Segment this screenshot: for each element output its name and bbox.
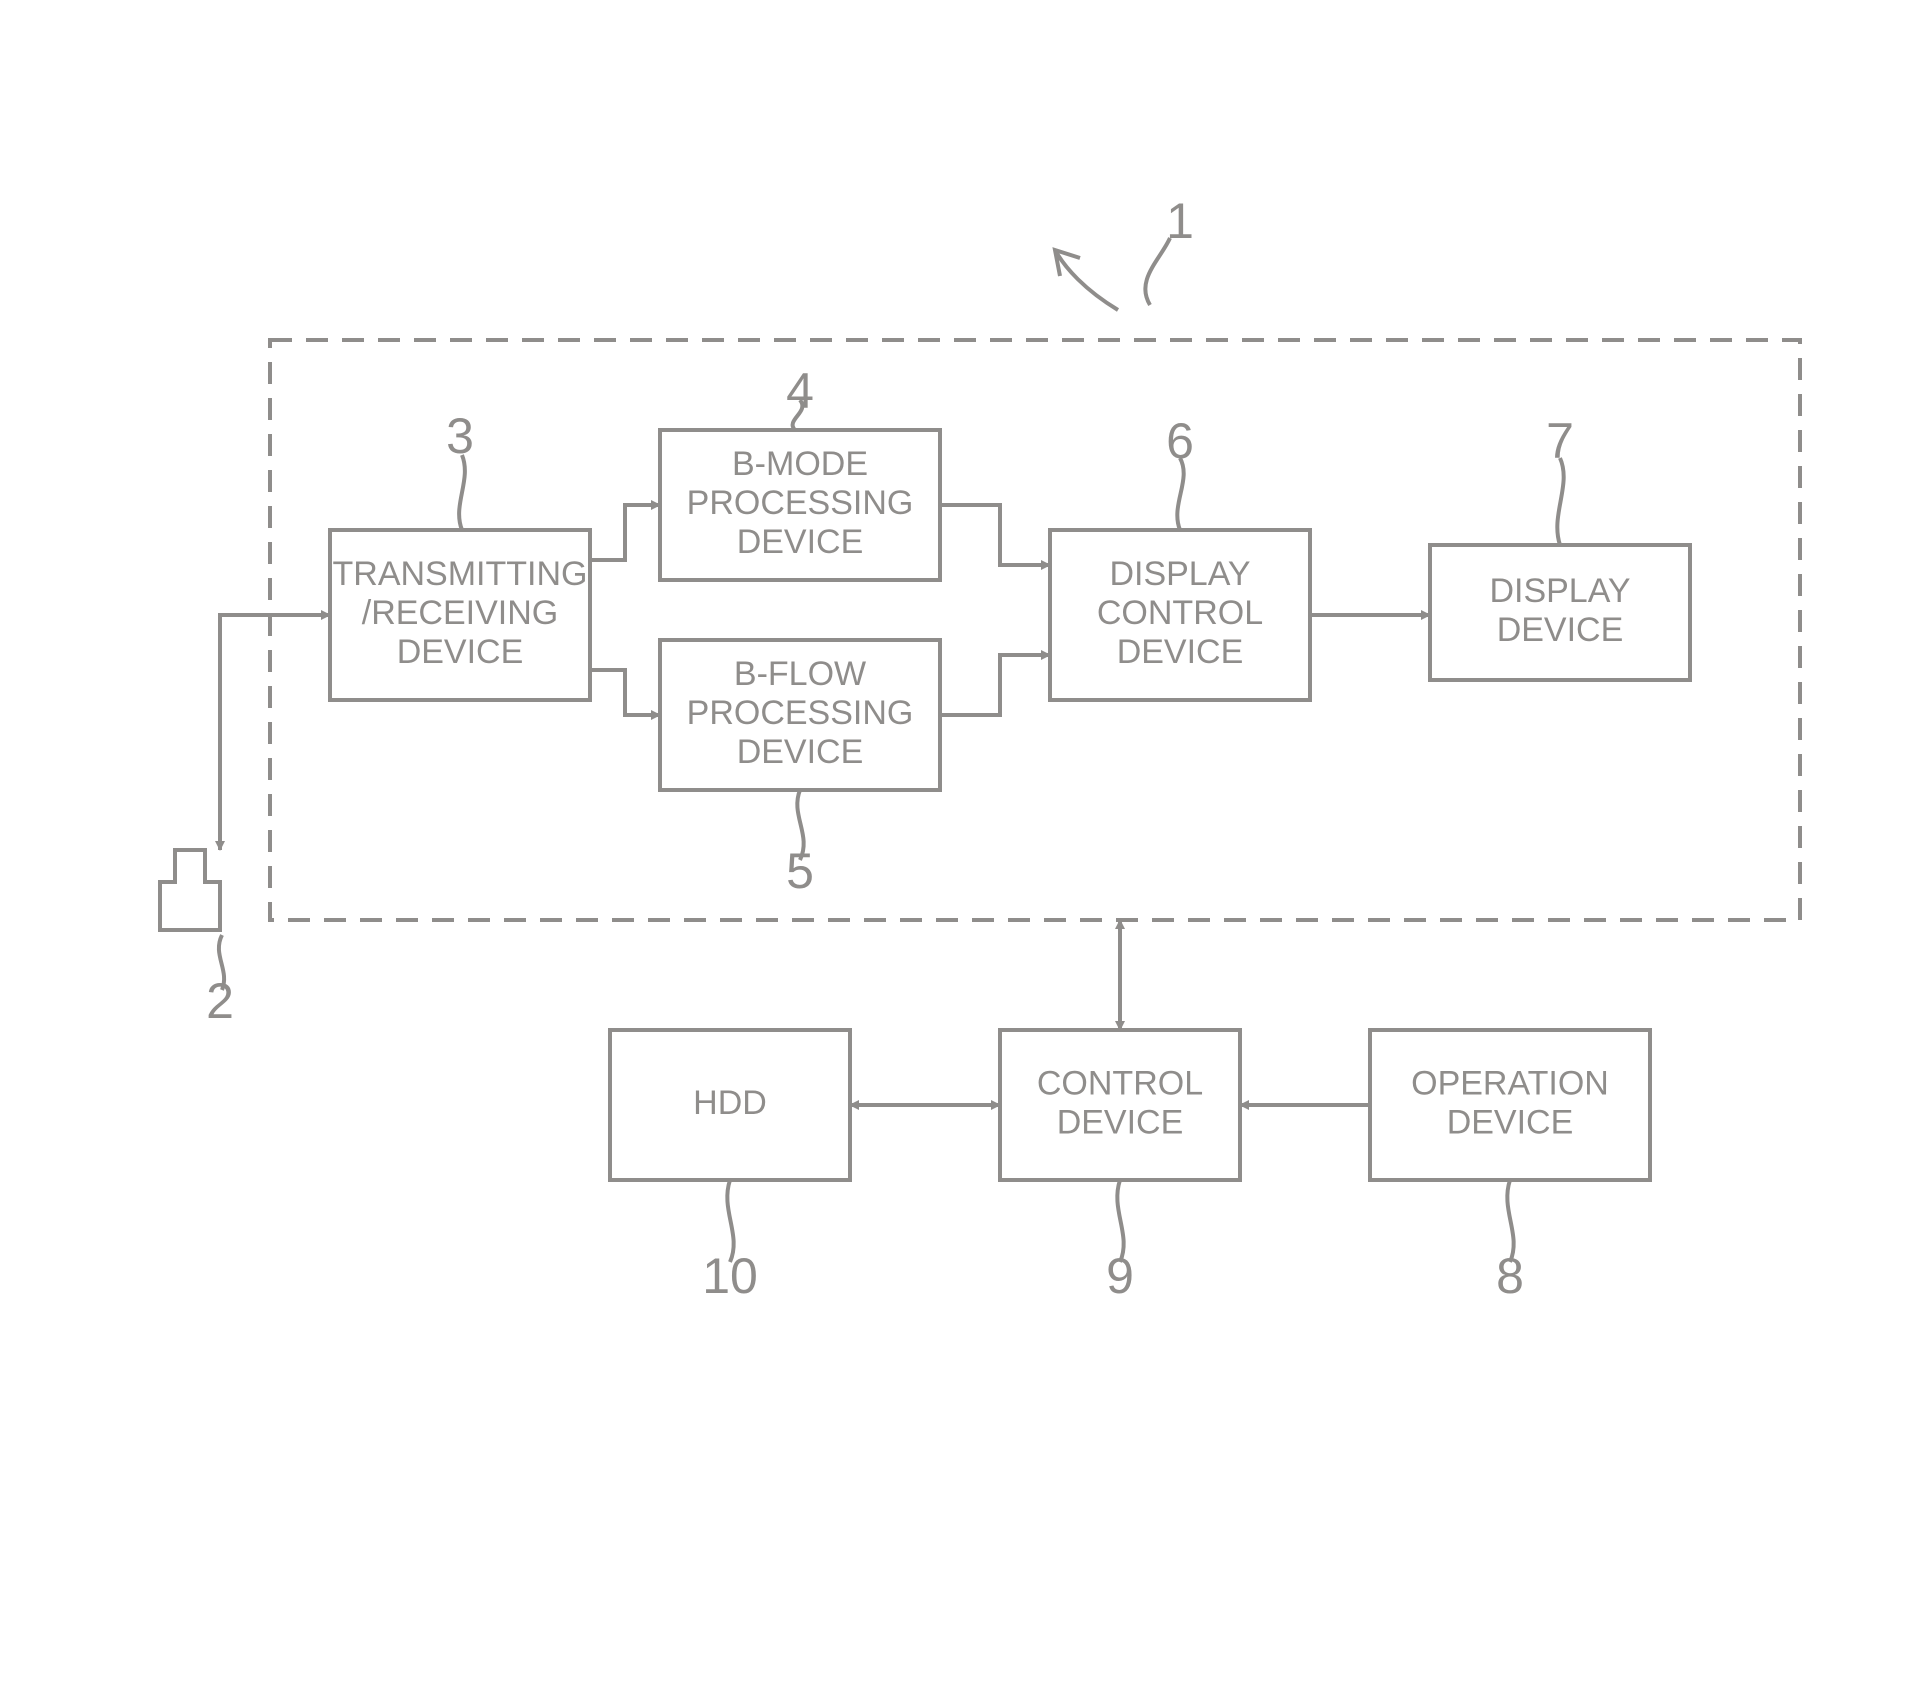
node-n8-label: DEVICE <box>1447 1104 1574 1142</box>
node-n3-label: /RECEIVING <box>362 594 558 632</box>
ref-num-5: 5 <box>786 843 814 899</box>
node-n4-label: PROCESSING <box>687 484 914 522</box>
ref-num-8: 8 <box>1496 1248 1524 1304</box>
leader-3 <box>459 455 465 530</box>
edge-n3-n5 <box>590 670 660 715</box>
node-n9-label: CONTROL <box>1037 1064 1203 1102</box>
node-n8-label: OPERATION <box>1411 1064 1609 1102</box>
node-n4-label: DEVICE <box>737 523 864 561</box>
ref-num-3: 3 <box>446 408 474 464</box>
edge-probe-n3 <box>220 615 330 850</box>
ref-num-10: 10 <box>702 1248 758 1304</box>
ref-num-6: 6 <box>1166 413 1194 469</box>
probe-icon <box>160 850 220 930</box>
node-n7-label: DISPLAY <box>1489 572 1630 610</box>
ref-num-1: 1 <box>1166 193 1194 249</box>
edge-n5-n6 <box>940 655 1050 715</box>
leader-7 <box>1557 458 1563 545</box>
node-n9-label: DEVICE <box>1057 1104 1184 1142</box>
ref-num-2: 2 <box>206 973 234 1029</box>
pointer-1 <box>1055 250 1118 310</box>
edge-n4-n6 <box>940 505 1050 565</box>
node-n3-label: TRANSMITTING <box>333 555 588 593</box>
ref-num-4: 4 <box>786 363 814 419</box>
node-n5-label: B-FLOW <box>734 655 866 693</box>
node-n5-label: PROCESSING <box>687 694 914 732</box>
node-n5-label: DEVICE <box>737 733 864 771</box>
node-n6-label: DEVICE <box>1117 633 1244 671</box>
node-n4-label: B-MODE <box>732 445 868 483</box>
node-n6-label: DISPLAY <box>1109 555 1250 593</box>
node-n6-label: CONTROL <box>1097 594 1263 632</box>
node-n7-label: DEVICE <box>1497 611 1624 649</box>
ref-num-7: 7 <box>1546 413 1574 469</box>
node-n3-label: DEVICE <box>397 633 524 671</box>
node-n10-label: HDD <box>693 1084 767 1122</box>
ref-num-9: 9 <box>1106 1248 1134 1304</box>
edge-n3-n4 <box>590 505 660 560</box>
